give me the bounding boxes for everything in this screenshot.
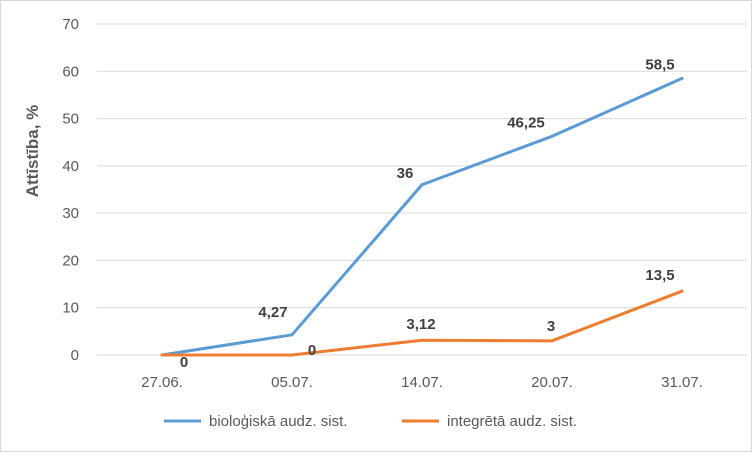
y-tick-label: 40 (62, 158, 79, 175)
legend-label: integrētā audz. sist. (447, 413, 577, 430)
data-point (680, 289, 684, 293)
data-label: 0 (180, 354, 188, 371)
data-point (550, 339, 554, 343)
legend-label: bioloģiskā audz. sist. (209, 413, 347, 430)
x-tick-label: 14.07. (401, 374, 443, 391)
series-line-1 (160, 76, 684, 357)
data-point (160, 353, 164, 357)
data-point (420, 183, 424, 187)
legend: bioloģiskā audz. sist. integrētā audz. si… (164, 413, 577, 430)
data-label: 46,25 (507, 114, 545, 131)
x-tick-label: 05.07. (271, 374, 313, 391)
x-tick-label: 27.06. (141, 374, 183, 391)
data-point (550, 134, 554, 138)
data-label: 3 (547, 318, 555, 335)
data-point (420, 338, 424, 342)
gridlines (97, 23, 747, 356)
data-label: 4,27 (258, 304, 287, 321)
data-label: 13,5 (645, 267, 674, 284)
y-tick-label: 70 (62, 16, 79, 33)
y-tick-label: 30 (62, 205, 79, 222)
data-labels: 0 4,27 36 46,25 58,5 0 3,12 3 13,5 (180, 56, 675, 371)
data-label: 58,5 (645, 56, 674, 73)
y-axis-title: Attīstība, % (23, 105, 42, 198)
x-tick-label: 31.07. (661, 374, 703, 391)
y-axis-ticks: 0 10 20 30 40 50 60 70 (62, 16, 79, 364)
series-lines (160, 76, 684, 357)
data-label: 3,12 (406, 316, 435, 333)
data-point (290, 333, 294, 337)
data-point (680, 76, 684, 80)
y-tick-label: 20 (62, 252, 79, 269)
y-tick-label: 60 (62, 63, 79, 80)
data-label: 0 (308, 342, 316, 359)
data-label: 36 (397, 165, 414, 182)
y-tick-label: 10 (62, 300, 79, 317)
data-point (290, 353, 294, 357)
x-axis-ticks: 27.06. 05.07. 14.07. 20.07. 31.07. (141, 374, 703, 391)
y-tick-label: 50 (62, 111, 79, 128)
x-tick-label: 20.07. (531, 374, 573, 391)
y-tick-label: 0 (71, 347, 79, 364)
